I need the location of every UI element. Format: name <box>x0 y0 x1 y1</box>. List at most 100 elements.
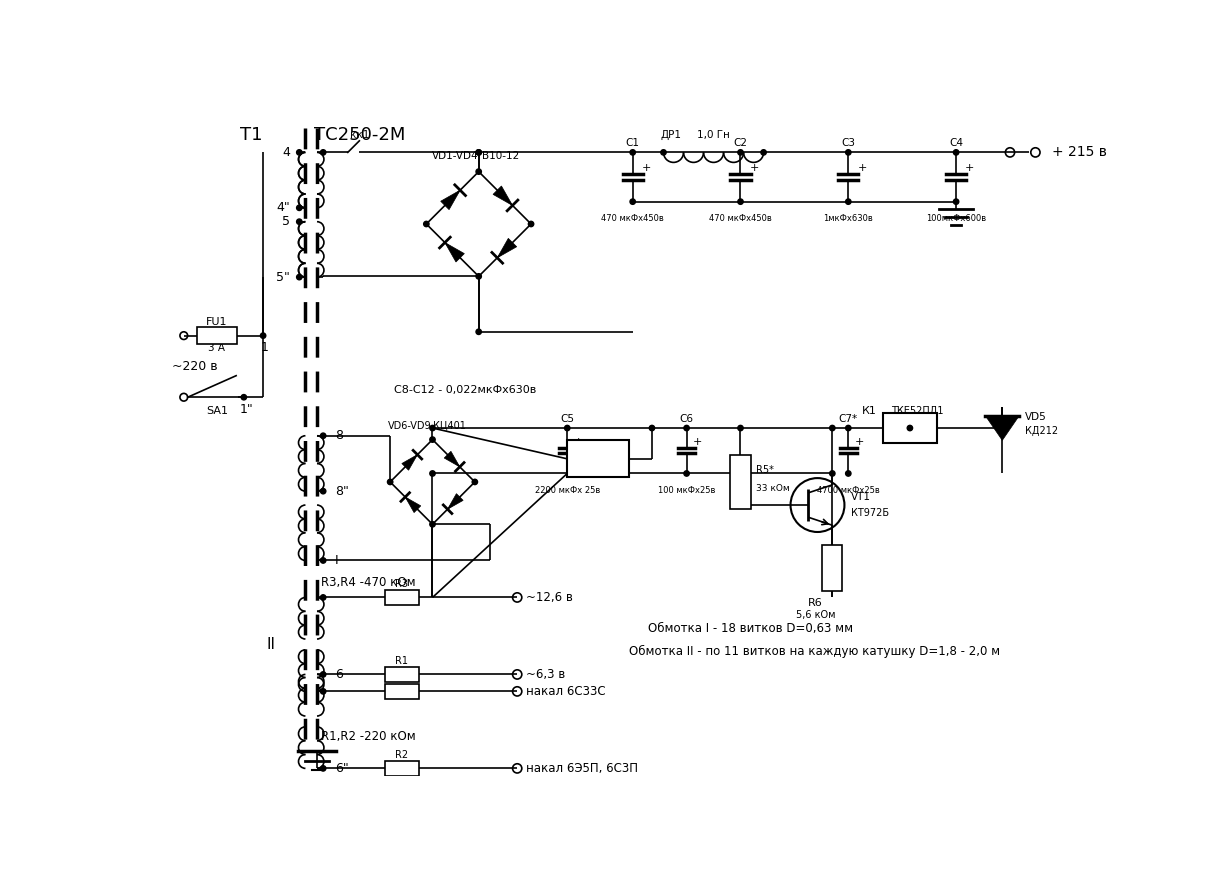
Text: VD6-VD9: VD6-VD9 <box>387 420 431 431</box>
Polygon shape <box>985 416 1019 440</box>
Text: ~220 в: ~220 в <box>172 360 218 373</box>
Text: VD1-VD4: VD1-VD4 <box>432 151 479 161</box>
Bar <box>385 760 419 776</box>
Text: R3,R4 -470 кОм: R3,R4 -470 кОм <box>320 576 415 589</box>
Circle shape <box>476 329 481 335</box>
Circle shape <box>845 150 851 155</box>
Circle shape <box>320 689 326 694</box>
Bar <box>385 667 419 682</box>
Text: Обмотка II - по 11 витков на каждую катушку D=1,8 - 2,0 м: Обмотка II - по 11 витков на каждую кату… <box>628 644 1000 657</box>
Text: С7*: С7* <box>839 414 857 424</box>
Text: С4: С4 <box>949 138 963 148</box>
Text: R1: R1 <box>395 656 408 665</box>
Circle shape <box>529 221 533 227</box>
Text: 1мкФх630в: 1мкФх630в <box>823 214 873 223</box>
Text: 6: 6 <box>335 668 342 681</box>
Text: 470 мкФх450в: 470 мкФх450в <box>709 214 772 223</box>
Circle shape <box>476 169 481 174</box>
Circle shape <box>829 426 836 431</box>
Circle shape <box>476 150 481 155</box>
Circle shape <box>320 595 326 600</box>
Circle shape <box>430 437 435 442</box>
Text: R6: R6 <box>808 598 822 608</box>
Text: +: + <box>693 437 702 447</box>
Circle shape <box>320 488 326 494</box>
Bar <box>568 440 628 477</box>
Circle shape <box>565 426 570 431</box>
Circle shape <box>683 471 689 476</box>
Text: + 215 в: + 215 в <box>1052 146 1107 160</box>
Text: 33 кОм: 33 кОм <box>756 484 789 493</box>
Circle shape <box>649 426 654 431</box>
Text: FU1: FU1 <box>206 317 228 327</box>
Circle shape <box>845 471 851 476</box>
Circle shape <box>738 199 743 204</box>
Circle shape <box>320 766 326 771</box>
Text: ~12,6 в: ~12,6 в <box>526 591 574 604</box>
Bar <box>197 327 238 344</box>
Polygon shape <box>441 190 460 209</box>
Text: 1,0 Гн: 1,0 Гн <box>697 131 730 140</box>
Circle shape <box>387 480 393 485</box>
Text: +: + <box>857 163 867 173</box>
Bar <box>385 589 419 605</box>
Circle shape <box>954 150 959 155</box>
Bar <box>731 455 750 509</box>
Polygon shape <box>497 238 516 258</box>
Text: К1: К1 <box>862 406 877 416</box>
Circle shape <box>829 471 836 476</box>
Circle shape <box>476 274 481 279</box>
Text: С8-С12 - 0,022мкФх630в: С8-С12 - 0,022мкФх630в <box>393 385 536 394</box>
Text: T1: T1 <box>240 126 263 145</box>
Polygon shape <box>406 497 420 513</box>
Circle shape <box>738 150 743 155</box>
Circle shape <box>476 150 481 155</box>
Text: С2: С2 <box>733 138 748 148</box>
Text: I: I <box>335 554 339 567</box>
Text: С5: С5 <box>560 414 574 424</box>
Polygon shape <box>445 452 459 467</box>
Text: накал 6С33С: накал 6С33С <box>526 685 607 698</box>
Text: ~6,3 в: ~6,3 в <box>526 668 565 681</box>
Bar <box>822 544 843 590</box>
Text: VD5: VD5 <box>1026 412 1047 422</box>
Text: +: + <box>642 163 652 173</box>
Circle shape <box>845 426 851 431</box>
Polygon shape <box>493 186 513 206</box>
Circle shape <box>661 150 666 155</box>
Text: С3: С3 <box>842 138 855 148</box>
Text: 1": 1" <box>239 403 253 416</box>
Bar <box>883 412 937 444</box>
Text: 100 мкФх25в: 100 мкФх25в <box>658 486 715 494</box>
Text: VT1: VT1 <box>850 493 871 502</box>
Text: +: + <box>854 437 864 447</box>
Text: С1: С1 <box>626 138 639 148</box>
Polygon shape <box>447 494 463 509</box>
Text: II: II <box>267 637 275 652</box>
Circle shape <box>430 426 435 431</box>
Circle shape <box>430 521 435 527</box>
Circle shape <box>430 471 435 476</box>
Circle shape <box>683 426 689 431</box>
Text: КТ972Б: КТ972Б <box>850 508 889 518</box>
Text: 470 мкФх450в: 470 мкФх450в <box>602 214 664 223</box>
Text: +: + <box>749 163 759 173</box>
Text: КД212: КД212 <box>1026 426 1058 436</box>
Polygon shape <box>445 242 464 262</box>
Text: В10-12: В10-12 <box>481 151 519 161</box>
Text: Обмотка I - 18 витков D=0,63 мм: Обмотка I - 18 витков D=0,63 мм <box>648 622 854 635</box>
Text: +: + <box>574 437 582 447</box>
Circle shape <box>954 199 959 204</box>
Circle shape <box>241 394 246 400</box>
Circle shape <box>297 219 302 224</box>
Text: ТС250-2М: ТС250-2М <box>314 126 406 145</box>
Circle shape <box>320 671 326 678</box>
Text: 5: 5 <box>283 215 290 228</box>
Text: R2: R2 <box>395 750 408 760</box>
Circle shape <box>473 480 477 485</box>
Circle shape <box>320 558 326 563</box>
Circle shape <box>424 221 429 227</box>
Circle shape <box>907 426 912 431</box>
Polygon shape <box>402 454 418 470</box>
Text: 1: 1 <box>261 342 269 354</box>
